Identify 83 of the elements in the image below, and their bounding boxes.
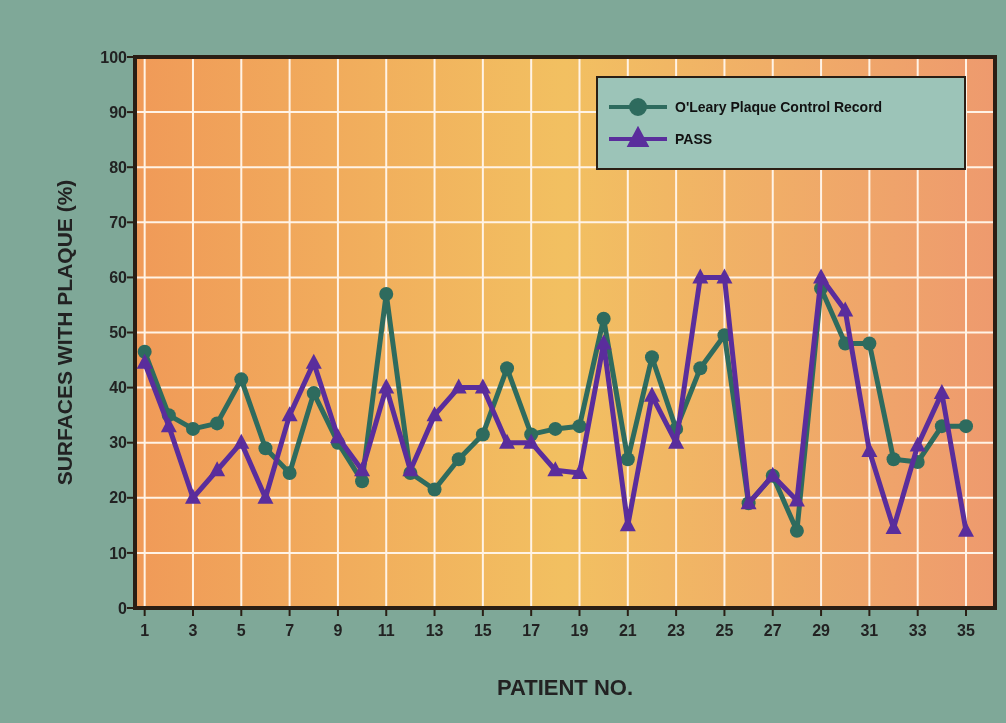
x-tick-label: 13 — [425, 622, 444, 639]
point — [693, 361, 708, 376]
point — [716, 268, 733, 284]
point — [281, 406, 298, 422]
x-tick-label: 11 — [377, 622, 395, 639]
y-tick-label: 60 — [109, 269, 128, 286]
point — [258, 441, 273, 456]
x-tick-label: 17 — [522, 622, 541, 639]
point — [379, 286, 394, 301]
point — [500, 361, 515, 376]
point — [692, 268, 709, 284]
point — [499, 433, 516, 449]
point — [572, 419, 587, 434]
x-tick-label: 15 — [473, 622, 492, 639]
point — [474, 378, 491, 394]
point — [305, 353, 322, 369]
point — [909, 436, 926, 452]
point — [643, 386, 660, 402]
point — [354, 461, 371, 477]
point — [886, 452, 901, 467]
y-tick-label: 70 — [109, 213, 128, 231]
x-tick-label: 7 — [285, 622, 295, 639]
point — [620, 452, 635, 467]
point — [355, 474, 370, 489]
x-tick-label: 9 — [333, 622, 343, 639]
point — [837, 301, 854, 317]
x-tick-label: 1 — [140, 622, 150, 639]
point — [523, 433, 540, 449]
y-tick-label: 30 — [109, 434, 128, 452]
y-tick-label: 0 — [118, 599, 128, 617]
point — [136, 353, 153, 369]
point — [306, 386, 321, 401]
point — [959, 419, 974, 434]
x-tick-label: 33 — [908, 622, 927, 639]
point — [475, 427, 490, 442]
point — [450, 378, 467, 394]
point — [282, 466, 297, 481]
y-tick-label: 100 — [100, 48, 128, 66]
point — [427, 482, 442, 497]
point — [184, 488, 201, 504]
point — [233, 433, 250, 449]
point — [210, 416, 225, 431]
point — [402, 461, 419, 477]
y-tick-label: 90 — [109, 103, 128, 121]
point — [547, 461, 564, 477]
x-tick-label: 21 — [618, 622, 637, 639]
point — [548, 421, 563, 436]
y-tick-label: 50 — [109, 324, 128, 342]
x-tick-label: 31 — [860, 622, 879, 639]
legend-label: PASS — [675, 130, 713, 147]
x-axis-title: PATIENT NO. — [496, 675, 634, 700]
point — [426, 406, 443, 422]
point — [378, 378, 395, 394]
point — [933, 384, 950, 400]
point — [596, 311, 611, 326]
x-tick-label: 35 — [957, 622, 976, 639]
x-tick-label: 5 — [236, 622, 246, 639]
y-tick-label: 10 — [109, 544, 128, 562]
point — [813, 268, 830, 284]
point — [595, 334, 612, 350]
legend-label: O'Leary Plaque Control Record — [675, 98, 883, 115]
y-tick-label: 20 — [109, 489, 128, 507]
point — [185, 421, 200, 436]
point — [329, 428, 346, 444]
x-tick-label: 27 — [763, 622, 782, 639]
point — [862, 336, 877, 351]
x-tick-label: 19 — [570, 622, 589, 639]
point — [571, 464, 588, 480]
x-tick-label: 3 — [188, 622, 198, 639]
point — [789, 523, 804, 538]
point — [234, 372, 249, 387]
x-tick-label: 29 — [812, 622, 831, 639]
x-tick-label: 25 — [715, 622, 734, 639]
point — [257, 488, 274, 504]
y-tick-label: 40 — [109, 379, 128, 397]
point — [644, 350, 659, 365]
point — [451, 452, 466, 467]
point — [160, 417, 177, 433]
y-tick-label: 80 — [109, 158, 128, 176]
y-axis-title: SURFACES WITH PLAQUE (%) — [53, 179, 76, 486]
point — [209, 461, 226, 477]
point — [861, 441, 878, 457]
x-tick-label: 23 — [667, 622, 686, 639]
